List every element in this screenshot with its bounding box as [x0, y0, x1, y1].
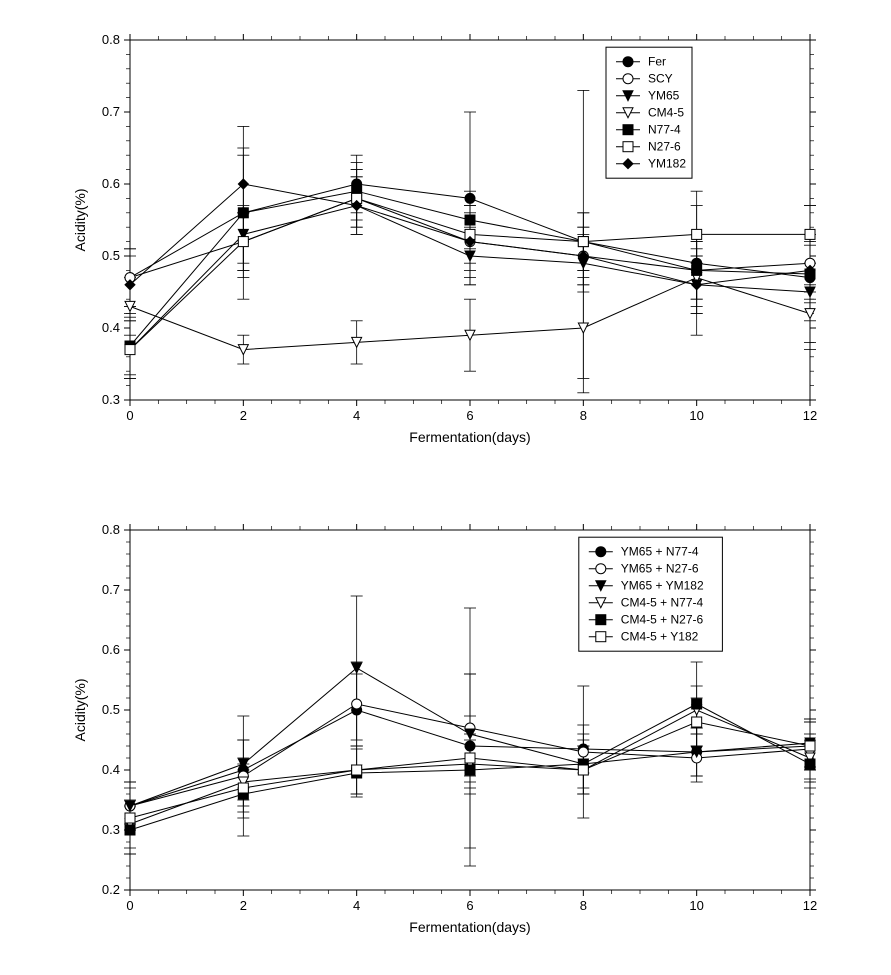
- svg-text:4: 4: [353, 408, 360, 423]
- svg-text:6: 6: [466, 898, 473, 913]
- svg-text:0.8: 0.8: [102, 32, 120, 47]
- svg-text:0.4: 0.4: [102, 762, 120, 777]
- svg-text:0.3: 0.3: [102, 822, 120, 837]
- svg-text:YM65: YM65: [648, 89, 680, 103]
- page: 0.3 0.4 0.5 0.6 0.7 0.8 0 2 4 6 8 10 12 Fermentation(…: [0, 0, 891, 975]
- svg-text:0.7: 0.7: [102, 582, 120, 597]
- chart-2-container: 0.2 0.3 0.4 0.5 0.6 0.7 0.8 0 2 4 6 8 10 12 Fermentati…: [60, 510, 860, 960]
- svg-text:Fermentation(days): Fermentation(days): [409, 429, 530, 445]
- svg-text:0.5: 0.5: [102, 702, 120, 717]
- svg-text:0: 0: [126, 408, 133, 423]
- svg-text:YM65 + YM182: YM65 + YM182: [621, 579, 704, 593]
- svg-text:CM4-5: CM4-5: [648, 106, 684, 120]
- svg-text:SCY: SCY: [648, 72, 673, 86]
- svg-text:12: 12: [803, 408, 817, 423]
- svg-text:CM4-5 + Y182: CM4-5 + Y182: [621, 630, 699, 644]
- chart-1-container: 0.3 0.4 0.5 0.6 0.7 0.8 0 2 4 6 8 10 12 Fermentation(…: [60, 20, 860, 470]
- svg-text:2: 2: [240, 408, 247, 423]
- svg-text:0.6: 0.6: [102, 176, 120, 191]
- svg-text:N77-4: N77-4: [648, 123, 681, 137]
- svg-text:0.4: 0.4: [102, 320, 120, 335]
- svg-text:10: 10: [689, 408, 703, 423]
- svg-text:Fer: Fer: [648, 55, 666, 69]
- svg-text:8: 8: [580, 408, 587, 423]
- svg-text:Fermentation(days): Fermentation(days): [409, 919, 530, 935]
- svg-text:CM4-5 + N77-4: CM4-5 + N77-4: [621, 596, 704, 610]
- svg-text:0.6: 0.6: [102, 642, 120, 657]
- svg-text:6: 6: [466, 408, 473, 423]
- svg-text:10: 10: [689, 898, 703, 913]
- svg-text:0: 0: [126, 898, 133, 913]
- svg-text:Acidity(%): Acidity(%): [72, 188, 88, 251]
- svg-text:YM182: YM182: [648, 157, 686, 171]
- svg-text:0.8: 0.8: [102, 522, 120, 537]
- svg-text:Acidity(%): Acidity(%): [72, 678, 88, 741]
- svg-text:N27-6: N27-6: [648, 140, 681, 154]
- svg-text:0.2: 0.2: [102, 882, 120, 897]
- svg-text:8: 8: [580, 898, 587, 913]
- svg-text:0.3: 0.3: [102, 392, 120, 407]
- svg-text:YM65 + N77-4: YM65 + N77-4: [621, 545, 699, 559]
- svg-text:0.5: 0.5: [102, 248, 120, 263]
- svg-text:2: 2: [240, 898, 247, 913]
- svg-text:CM4-5 + N27-6: CM4-5 + N27-6: [621, 613, 704, 627]
- svg-text:YM65 + N27-6: YM65 + N27-6: [621, 562, 699, 576]
- svg-text:4: 4: [353, 898, 360, 913]
- svg-text:0.7: 0.7: [102, 104, 120, 119]
- svg-text:12: 12: [803, 898, 817, 913]
